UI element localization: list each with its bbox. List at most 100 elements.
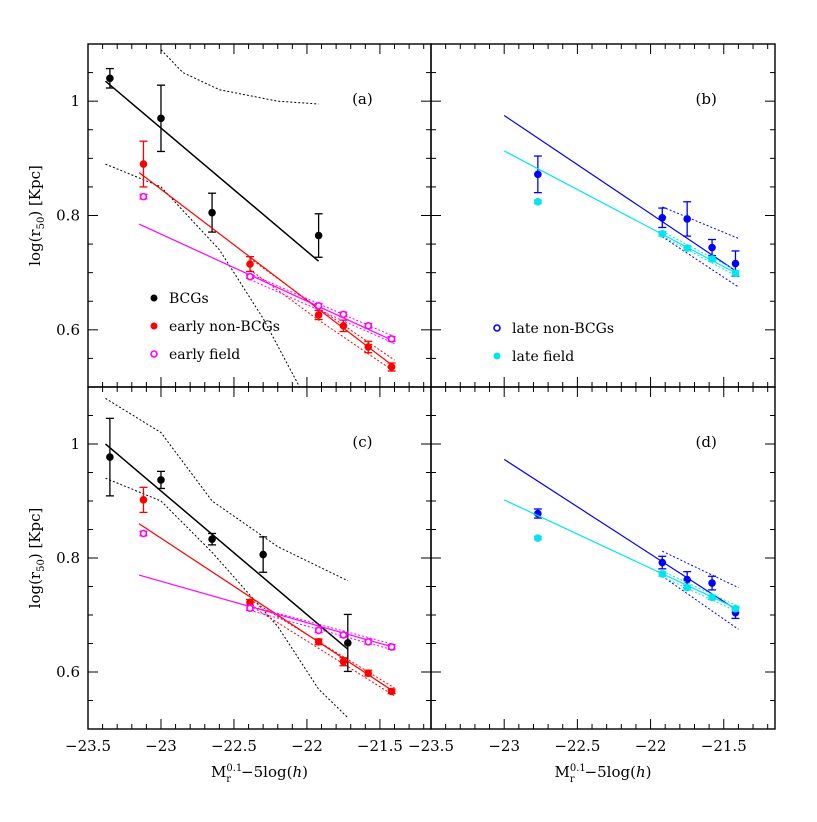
panel-a-early-non-bcgs-point-2 [314,311,323,319]
y-tick-label: 0.8 [56,549,80,567]
panel-b-late-field-point-0 [534,197,542,206]
panel-c-bcgs-point-3 [259,550,267,559]
panel-b-tag: (b) [696,90,717,108]
panel-a-legend-bcgs-label: BCGs [169,291,209,307]
x-tick-label: −23 [145,737,177,755]
panel-c-bcgs-fit-line [105,443,349,650]
panel-a-early-field-point-4 [364,322,373,330]
panel-b-late-field-point-2 [683,244,691,252]
panel-a-early-non-bcgs-point-1 [246,260,254,268]
panel-c-early-field-point-1 [246,604,254,612]
x-tick-label: −22.5 [554,737,600,755]
panel-c-early-field-point-3 [339,631,348,639]
panel-a-legend-early-field-label: early field [169,347,240,363]
y-tick-label: 0.8 [56,207,80,225]
panel-b-late-field-fit-line [503,150,739,275]
panel-a-frame [87,43,432,388]
panel-d-late-field-point-4 [731,604,740,613]
panel-b-legend-late-non-bcgs-marker [493,324,501,332]
y-axis-title: log(r50) [Kpc] [26,165,47,266]
panel-a-early-field-point-2 [314,302,323,310]
panel-b-late-field-point-4 [731,269,740,278]
panel-a-plot-area [105,49,396,387]
panel-a-early-non-bcgs-point-5 [387,363,396,371]
panel-b-late-non-bcgs-point-4 [731,259,740,268]
panel-b-late-field-point-1 [658,229,667,238]
panel-c-early-non-bcgs-fit-line [138,523,395,693]
panel-a-bcgs-point-0 [106,74,114,83]
x-tick-label: −22.5 [211,737,257,755]
plot-layer [105,49,740,718]
panel-c-early-field-point-2 [314,626,323,635]
y-tick-label: 0.6 [56,321,80,339]
panel-c-early-non-bcgs-point-4 [364,669,373,677]
panel-a-bcgs-fit-line [105,80,320,262]
panel-d-tag: (d) [696,433,717,451]
panel-b-late-non-bcgs-point-0 [534,170,542,179]
panel-b-late-non-bcgs-point-2 [683,215,691,223]
panel-d-late-field-point-2 [683,583,691,592]
panel-d-late-non-bcgs-fit-line [503,458,739,612]
panel-b-plot-area [503,115,740,288]
x-tick-label: −22 [635,737,667,755]
panel-c-frame [87,386,432,730]
panel-b-late-field-band-lower [662,235,739,278]
panel-d-late-non-bcgs-point-3 [708,579,716,587]
panel-a-legend-early-non-bcgs-marker [150,322,158,330]
panel-a-early-field-point-0 [139,192,148,201]
panel-a-early-non-bcgs-point-3 [339,322,348,330]
y-tick-label: 0.6 [56,663,80,681]
panel-d-late-field-point-0 [534,534,542,542]
panel-d-late-field-fit-line [503,499,739,610]
panel-b-late-field-point-3 [708,255,716,263]
text-layer: 1 0.8 0.6 (a) BCGs early non-BCGs early field (… [26,90,747,785]
panel-c-early-non-bcgs-point-2 [314,637,323,646]
panel-c-bcgs-point-2 [208,535,216,543]
panel-c-early-non-bcgs-point-0 [139,496,148,504]
panel-c-early-non-bcgs-point-5 [387,687,396,696]
x-tick-label: −22 [291,737,323,755]
panel-a-bcgs-band-lower [105,163,301,387]
panel-c-bcgs-band-upper [105,397,349,582]
panel-c-early-field-point-0 [139,529,148,538]
panel-b-late-non-bcgs-band-upper [662,206,739,239]
panel-a-early-field-fit-line [138,223,395,342]
panel-a-early-field-point-1 [246,272,254,281]
panel-c-early-non-bcgs-point-3 [339,657,348,666]
panel-a-legend-early-non-bcgs-label: early non-BCGs [169,319,280,335]
y-axis-title: log(r50) [Kpc] [26,508,47,609]
panel-a-early-field-point-3 [339,310,348,319]
x-tick-label: −21.5 [701,737,747,755]
panel-a-legend-early-field-marker [150,350,158,358]
panel-b-legend-late-field-label: late field [512,349,574,365]
y-tick-label: 1 [70,92,80,110]
panel-d-late-field-band-lower [662,576,739,613]
panel-c-bcgs-point-1 [157,476,165,484]
x-axis-title: M0.1 r −5log(h) [211,763,308,785]
panel-b-legend-late-field-marker [493,352,501,360]
panel-c-early-field-band-upper [249,605,395,646]
panel-a-early-non-bcgs-point-0 [139,160,148,168]
panel-c-early-field-point-5 [387,643,396,651]
panel-b-late-non-bcgs-band-lower [662,236,739,288]
panel-d-late-field-point-3 [708,593,716,602]
x-tick-label: −23.5 [65,737,111,755]
panel-c-early-field-fit-line [138,574,395,649]
panel-a-legend-bcgs-marker [150,294,158,302]
panel-a-bcgs-point-3 [314,231,323,240]
panel-b-late-non-bcgs-point-3 [708,243,716,252]
panel-d-late-non-bcgs-band-lower [662,575,739,630]
panel-c-early-non-bcgs-band-lower [249,604,395,697]
panel-c-bcgs-band-lower [105,477,349,718]
panel-d-frame [430,386,776,730]
panel-b-late-non-bcgs-point-1 [658,213,667,222]
panel-a-early-field-point-5 [387,335,396,343]
panel-d-late-field-point-1 [658,570,667,578]
panel-d-late-non-bcgs-point-2 [683,575,691,584]
x-tick-label: −23.5 [408,737,454,755]
panel-c-early-field-point-4 [364,637,373,646]
x-tick-label: −23 [488,737,520,755]
y-tick-label: 1 [70,435,80,453]
panel-b-late-non-bcgs-fit-line [503,115,739,274]
